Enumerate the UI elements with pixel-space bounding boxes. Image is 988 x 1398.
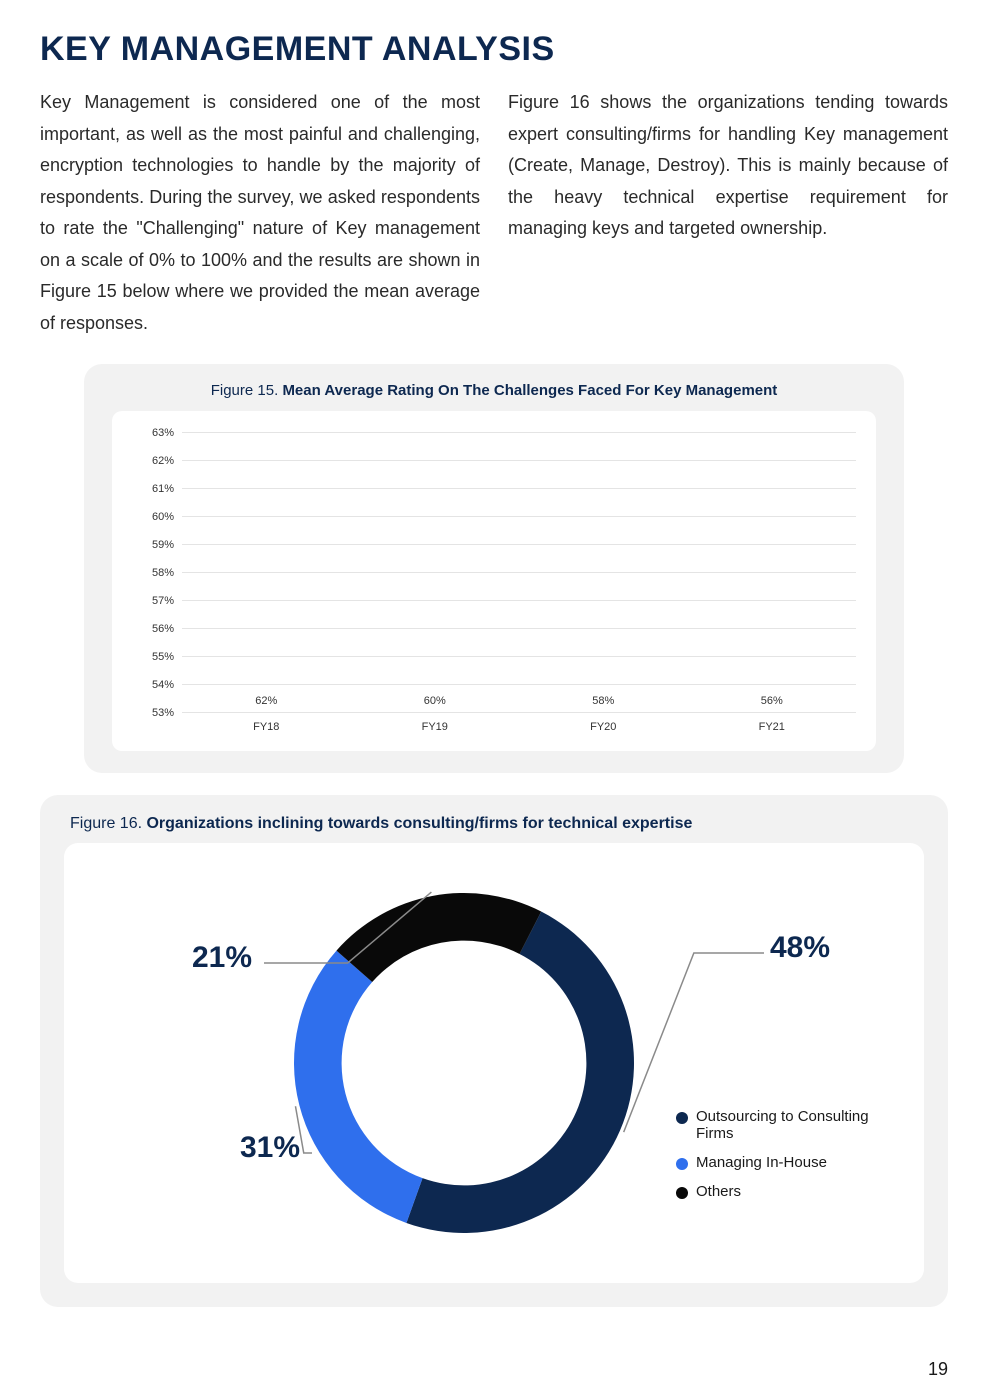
figure-16-caption-prefix: Figure 16. — [70, 815, 146, 832]
figure-16-caption-bold: Organizations inclining towards consulti… — [146, 815, 692, 832]
bar-value-label: 60% — [424, 695, 446, 707]
y-axis-label: 58% — [132, 567, 174, 579]
x-axis-label: FY20 — [578, 721, 628, 733]
body-columns: Key Management is considered one of the … — [40, 87, 948, 339]
donut-pct-label: 21% — [192, 941, 252, 975]
x-axis-label: FY18 — [241, 721, 291, 733]
y-axis-label: 59% — [132, 539, 174, 551]
figure-16-legend: Outsourcing to Consulting Firms Managing … — [676, 1108, 896, 1212]
x-axis-label: FY21 — [747, 721, 797, 733]
legend-label: Managing In-House — [696, 1154, 827, 1171]
donut-pct-label: 48% — [770, 931, 830, 965]
donut-pct-label: 31% — [240, 1131, 300, 1165]
figure-16: Figure 16. Organizations inclining towar… — [40, 795, 948, 1307]
legend-dot-icon — [676, 1158, 688, 1170]
y-axis-label: 60% — [132, 511, 174, 523]
y-axis-label: 62% — [132, 455, 174, 467]
y-axis-label: 61% — [132, 483, 174, 495]
page-number: 19 — [928, 1359, 948, 1380]
y-axis-label: 54% — [132, 679, 174, 691]
y-axis-label: 63% — [132, 427, 174, 439]
figure-15-caption-prefix: Figure 15. — [211, 382, 283, 399]
body-col-1: Key Management is considered one of the … — [40, 87, 480, 339]
legend-item: Managing In-House — [676, 1154, 896, 1171]
figure-15-caption: Figure 15. Mean Average Rating On The Ch… — [112, 382, 876, 399]
legend-dot-icon — [676, 1187, 688, 1199]
figure-15-caption-bold: Mean Average Rating On The Challenges Fa… — [282, 382, 777, 399]
legend-label: Others — [696, 1183, 741, 1200]
legend-item: Others — [676, 1183, 896, 1200]
figure-15: Figure 15. Mean Average Rating On The Ch… — [84, 364, 904, 773]
y-axis-label: 53% — [132, 707, 174, 719]
legend-label: Outsourcing to Consulting Firms — [696, 1108, 896, 1142]
body-col-2: Figure 16 shows the organizations tendin… — [508, 87, 948, 339]
figure-16-caption: Figure 16. Organizations inclining towar… — [70, 815, 924, 833]
bar-value-label: 62% — [255, 695, 277, 707]
y-axis-label: 57% — [132, 595, 174, 607]
donut-chart-svg — [264, 863, 664, 1263]
y-axis-label: 56% — [132, 623, 174, 635]
page-title: KEY MANAGEMENT ANALYSIS — [40, 30, 948, 69]
legend-item: Outsourcing to Consulting Firms — [676, 1108, 896, 1142]
x-axis-label: FY19 — [410, 721, 460, 733]
figure-15-chart: 53% 54% 55% 56% 57% 58% 59% 60% 61% 62% 63% 62% 60% 5… — [112, 411, 876, 751]
bar-value-label: 56% — [761, 695, 783, 707]
figure-16-chart: Outsourcing to Consulting Firms Managing … — [64, 843, 924, 1283]
legend-dot-icon — [676, 1112, 688, 1124]
y-axis-label: 55% — [132, 651, 174, 663]
bar-value-label: 58% — [592, 695, 614, 707]
